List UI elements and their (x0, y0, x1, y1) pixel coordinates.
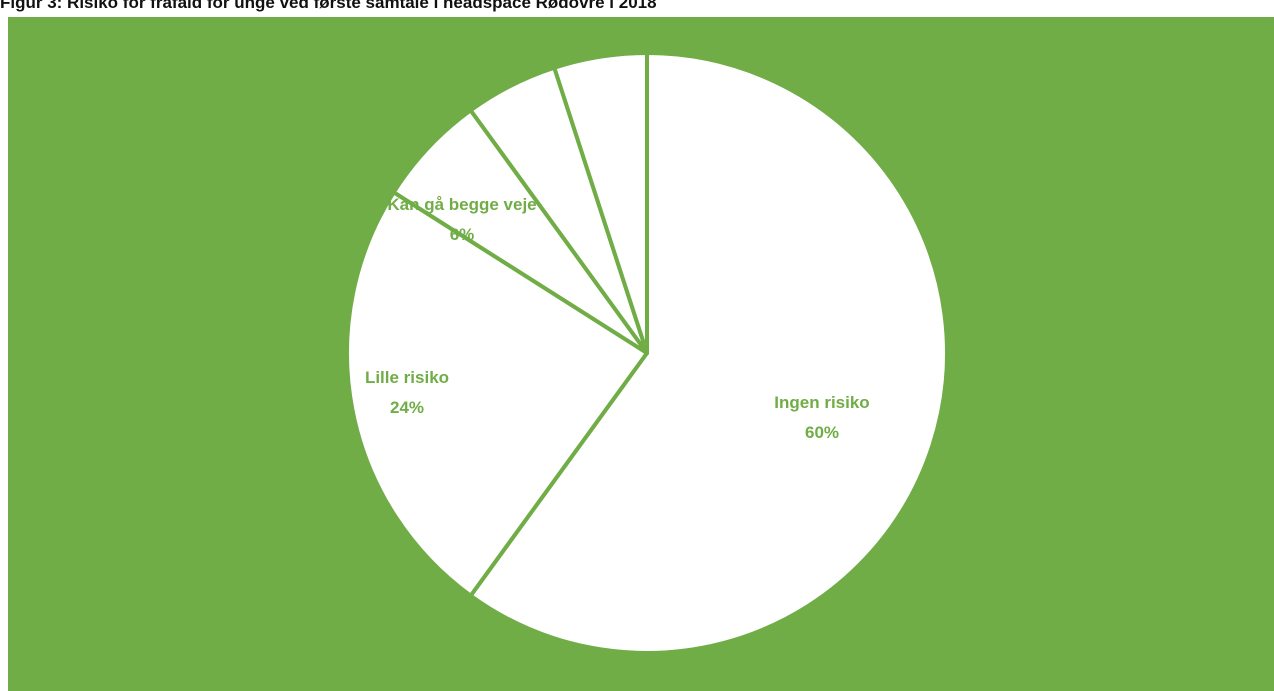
slice-label-2: Kan gå begge veje (387, 195, 536, 214)
pie-slice-0 (468, 51, 949, 655)
figure-caption: Figur 3: Risiko for frafald for unge ved… (0, 0, 657, 12)
pie-labels: Ingen risiko 60% Lille risiko 24% Kan gå beg… (365, 195, 870, 442)
pie-slice-4 (552, 51, 649, 355)
pie-chart: Ingen risiko 60% Lille risiko 24% Kan gå beg… (8, 17, 1274, 691)
pie-slices (344, 51, 949, 655)
slice-label-1: Lille risiko (365, 368, 449, 387)
slice-percent-1: 24% (390, 398, 424, 417)
pie-slice-1 (344, 190, 649, 598)
slice-percent-0: 60% (805, 423, 839, 442)
chart-area: Ingen risiko 60% Lille risiko 24% Kan gå beg… (8, 17, 1274, 691)
slice-percent-2: 6% (450, 225, 475, 244)
slice-label-0: Ingen risiko (774, 393, 869, 412)
